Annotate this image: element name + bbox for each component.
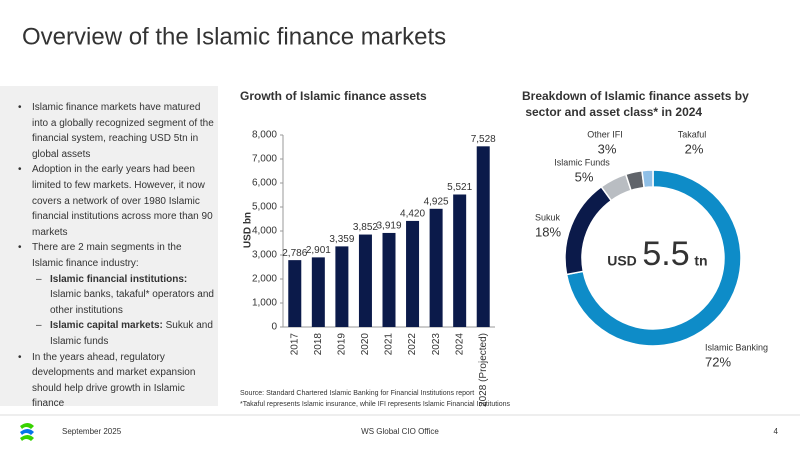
sub-bullet-text: Islamic banks, takaful* operators and ot… xyxy=(50,289,214,316)
y-tick-label: 2,000 xyxy=(252,274,277,285)
slice-label: Sukuk xyxy=(535,212,561,222)
x-tick-label: 2022 xyxy=(407,333,418,356)
sub-list: Islamic financial institutions: Islamic … xyxy=(32,272,214,350)
sub-bullet: Islamic capital markets: Sukuk and Islam… xyxy=(32,318,214,349)
sub-bullet-bold: Islamic capital markets: xyxy=(50,320,163,332)
y-tick-label: 8,000 xyxy=(252,130,277,141)
y-tick-label: 3,000 xyxy=(252,250,277,261)
bullet-text: In the years ahead, regulatory developme… xyxy=(32,351,196,410)
bullet: Adoption in the early years had been lim… xyxy=(14,162,214,240)
y-tick-label: 4,000 xyxy=(252,226,277,237)
logo xyxy=(20,423,34,441)
donut-slice xyxy=(641,169,654,189)
bullet: In the years ahead, regulatory developme… xyxy=(14,350,214,412)
bullet-text: Islamic finance markets have matured int… xyxy=(32,102,214,160)
bullet: There are 2 main segments in the Islamic… xyxy=(14,240,214,349)
sub-bullet-bold: Islamic financial institutions: xyxy=(50,273,188,285)
y-tick-label: 6,000 xyxy=(252,178,277,189)
value-label: 2,901 xyxy=(306,245,331,256)
x-tick-label: 2021 xyxy=(384,333,395,356)
bar xyxy=(288,260,302,327)
bar xyxy=(382,232,396,327)
slide-title: Overview of the Islamic finance markets xyxy=(22,23,446,50)
footer-date: September 2025 xyxy=(62,427,122,436)
donut-slice xyxy=(564,185,613,276)
value-label: 3,852 xyxy=(353,222,378,233)
value-label: 4,420 xyxy=(400,209,425,220)
value-label: 4,925 xyxy=(424,196,449,207)
footer-office: WS Global CIO Office xyxy=(361,427,439,436)
slice-value: 5% xyxy=(575,169,594,184)
donut-slice xyxy=(565,169,742,347)
value-label: 3,919 xyxy=(376,221,401,232)
center-unit: tn xyxy=(694,253,707,269)
y-tick-label: 7,000 xyxy=(252,154,277,165)
source-note: Source: Standard Chartered Islamic Banki… xyxy=(240,390,474,397)
slice-value: 72% xyxy=(705,354,731,369)
bar xyxy=(406,220,420,327)
center-value: 5.5 xyxy=(642,235,689,273)
value-label: 2,786 xyxy=(282,248,307,259)
x-tick-label: 2028 (Projected) xyxy=(478,333,489,407)
bar xyxy=(453,194,467,327)
bullet-text: Adoption in the early years had been lim… xyxy=(32,164,213,238)
x-tick-label: 2019 xyxy=(337,333,348,356)
y-tick-label: 5,000 xyxy=(252,202,277,213)
slice-label: Islamic Banking xyxy=(705,342,768,352)
bar xyxy=(311,257,325,327)
page-number: 4 xyxy=(774,427,779,436)
chart-title: Breakdown of Islamic finance assets by s… xyxy=(522,89,749,119)
bar xyxy=(429,208,443,327)
value-label: 7,528 xyxy=(471,134,496,145)
bullet: Islamic finance markets have matured int… xyxy=(14,100,214,162)
bullet-text: There are 2 main segments in the Islamic… xyxy=(32,242,182,269)
y-tick-label: 1,000 xyxy=(252,298,277,309)
slice-value: 2% xyxy=(685,141,704,156)
slice-value: 18% xyxy=(535,224,561,239)
x-tick-label: 2023 xyxy=(431,333,442,356)
chart-title: Growth of Islamic finance assets xyxy=(240,89,427,103)
y-axis-label: USD bn xyxy=(243,212,254,248)
y-tick-label: 0 xyxy=(271,322,277,333)
x-tick-label: 2017 xyxy=(289,333,300,356)
bar xyxy=(335,246,349,327)
slice-label: Islamic Funds xyxy=(554,157,610,167)
value-label: 3,359 xyxy=(329,234,354,245)
bar xyxy=(358,234,372,327)
bar xyxy=(476,146,490,327)
x-tick-label: 2020 xyxy=(360,333,371,356)
slice-label: Takaful xyxy=(678,129,707,139)
center-unit: USD xyxy=(607,253,637,269)
sub-bullet: Islamic financial institutions: Islamic … xyxy=(32,272,214,319)
x-tick-label: 2018 xyxy=(313,333,324,356)
sub-bullet-text: Sukuk and Islamic funds xyxy=(50,320,213,347)
value-label: 5,521 xyxy=(447,182,472,193)
bullet-list: Islamic finance markets have matured int… xyxy=(14,100,214,412)
source-note: *Takaful represents Islamic insurance, w… xyxy=(240,401,510,408)
slice-label: Other IFI xyxy=(587,129,623,139)
slice-value: 3% xyxy=(598,141,617,156)
x-tick-label: 2024 xyxy=(454,333,465,356)
